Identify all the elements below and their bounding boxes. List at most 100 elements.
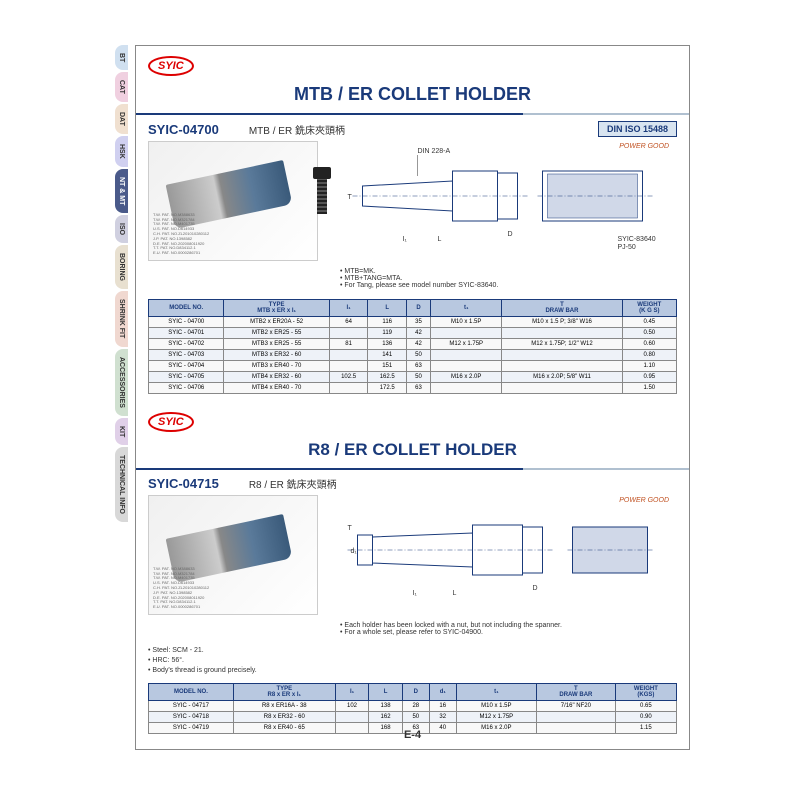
- table-cell: [335, 712, 369, 723]
- table-header: I₁: [329, 300, 368, 317]
- tab-ntmt[interactable]: NT & MT: [115, 169, 128, 213]
- tab-technicalinfo[interactable]: TECHNICAL INFO: [115, 447, 128, 522]
- table-cell: 42: [407, 339, 431, 350]
- table-cell: MTB4 x ER32 - 60: [224, 372, 329, 383]
- tab-cat[interactable]: CAT: [115, 72, 128, 102]
- power-logo2: POWER GOOD: [619, 497, 669, 504]
- table-cell: 162: [369, 712, 403, 723]
- catalog-page: SYIC MTB / ER COLLET HOLDER SYIC-04700 M…: [135, 45, 690, 750]
- table-cell: 0.95: [622, 372, 676, 383]
- table-cell: SYIC - 04700: [149, 317, 224, 328]
- material-row: • Steel: SCM - 21.• HRC: 56°.• Body's th…: [136, 642, 689, 679]
- table-header: t₁: [456, 684, 536, 701]
- section2-notes: • Each holder has been locked with a nut…: [328, 620, 677, 638]
- table-cell: SYIC - 04718: [149, 712, 234, 723]
- table-cell: SYIC - 04717: [149, 701, 234, 712]
- tab-bt[interactable]: BT: [115, 45, 128, 70]
- product1-diagram: POWER GOOD DIN 228-A SYIC-83640 PJ-50 I₁…: [328, 141, 677, 291]
- table2-header-row: MODEL NO.TYPER8 x ER x I₁I₁LDd₁t₁TDRAW B…: [149, 684, 677, 701]
- tab-iso[interactable]: ISO: [115, 215, 128, 243]
- svg-text:D: D: [533, 585, 538, 592]
- svg-text:T: T: [348, 525, 353, 532]
- table-cell: 151: [368, 361, 407, 372]
- side-tabs: BT CAT DAT HSK NT & MT ISO BORING SHRINK FIT ACC…: [115, 45, 137, 524]
- table-cell: M10 x 1.5P: [431, 317, 502, 328]
- table-cell: M10 x 1.5P: [456, 701, 536, 712]
- table-row: SYIC - 04701MTB2 x ER25 - 55119420.50: [149, 328, 677, 339]
- table-cell: M16 x 2.0P; 5/8" W11: [502, 372, 622, 383]
- tab-boring[interactable]: BORING: [115, 245, 128, 289]
- table-cell: SYIC - 04705: [149, 372, 224, 383]
- table-header: TDRAW BAR: [502, 300, 622, 317]
- table-cell: MTB2 x ER25 - 55: [224, 328, 329, 339]
- table-cell: [431, 350, 502, 361]
- table1: MODEL NO.TYPEMTB x ER x I₁I₁LDt₁TDRAW BA…: [148, 299, 677, 394]
- table-cell: [502, 350, 622, 361]
- product1-photo: T.W. PAT. NO.M388633T.W. PAT. NO.M321784…: [148, 141, 318, 261]
- tab-accessories[interactable]: ACCESSORIES: [115, 349, 128, 416]
- table-cell: R8 x ER16A - 38: [233, 701, 335, 712]
- tab-hsk[interactable]: HSK: [115, 136, 128, 167]
- table-cell: 81: [329, 339, 368, 350]
- table-cell: 136: [368, 339, 407, 350]
- table-row: SYIC - 04718R8 x ER32 - 601625032M12 x 1…: [149, 712, 677, 723]
- table-cell: 64: [329, 317, 368, 328]
- table-cell: 16: [429, 701, 456, 712]
- table-row: SYIC - 04703MTB3 x ER32 - 60141500.80: [149, 350, 677, 361]
- table-cell: MTB4 x ER40 - 70: [224, 383, 329, 394]
- table-header: TYPEMTB x ER x I₁: [224, 300, 329, 317]
- table-header: TYPER8 x ER x I₁: [233, 684, 335, 701]
- table-cell: 119: [368, 328, 407, 339]
- table-cell: 7/16" NF20: [536, 701, 615, 712]
- svg-text:D: D: [508, 231, 513, 238]
- patent-list1: T.W. PAT. NO.M388633T.W. PAT. NO.M321784…: [153, 213, 209, 256]
- svg-text:SYIC-83640: SYIC-83640: [618, 236, 656, 243]
- table-header: WEIGHT(KGS): [615, 684, 676, 701]
- table-cell: 1.10: [622, 361, 676, 372]
- table-cell: MTB3 x ER25 - 55: [224, 339, 329, 350]
- table-cell: [536, 712, 615, 723]
- section1-content: T.W. PAT. NO.M388633T.W. PAT. NO.M321784…: [136, 137, 689, 295]
- tab-shrinkfit[interactable]: SHRINK FIT: [115, 291, 128, 346]
- table-cell: 0.90: [615, 712, 676, 723]
- table-header: d₁: [429, 684, 456, 701]
- table-cell: MTB2 x ER20A - 52: [224, 317, 329, 328]
- product1-subtitle: MTB / ER 銑床夾頭柄: [249, 122, 345, 137]
- product2-code: SYIC-04715: [148, 476, 219, 491]
- table-header: L: [368, 300, 407, 317]
- table-cell: [431, 383, 502, 394]
- table-cell: SYIC - 04701: [149, 328, 224, 339]
- brand-logo2: SYIC: [148, 412, 194, 432]
- table-header: MODEL NO.: [149, 684, 234, 701]
- table-cell: 0.45: [622, 317, 676, 328]
- table-cell: 102: [335, 701, 369, 712]
- table-row: SYIC - 04717R8 x ER16A - 381021382816M10…: [149, 701, 677, 712]
- table-cell: 50: [402, 712, 429, 723]
- brand-logo: SYIC: [148, 56, 194, 76]
- product2-diagram: POWER GOOD I₁ L T d₁ D • Each holder has…: [328, 495, 677, 638]
- table-cell: 35: [407, 317, 431, 328]
- table-cell: 63: [407, 383, 431, 394]
- svg-text:L: L: [438, 236, 442, 243]
- tab-dat[interactable]: DAT: [115, 104, 128, 134]
- svg-text:d₁: d₁: [351, 548, 358, 555]
- page-number: E-4: [136, 729, 689, 741]
- tab-kit[interactable]: KIT: [115, 418, 128, 445]
- table-cell: 32: [429, 712, 456, 723]
- table-cell: 42: [407, 328, 431, 339]
- svg-text:I₁: I₁: [403, 236, 408, 243]
- table-row: SYIC - 04702MTB3 x ER25 - 558113642M12 x…: [149, 339, 677, 350]
- table-cell: R8 x ER32 - 60: [233, 712, 335, 723]
- table-header: I₁: [335, 684, 369, 701]
- table-cell: [329, 383, 368, 394]
- table-cell: 138: [369, 701, 403, 712]
- table-cell: 1.50: [622, 383, 676, 394]
- divider: [136, 113, 689, 115]
- table-cell: M16 x 2.0P: [431, 372, 502, 383]
- table-cell: MTB3 x ER32 - 60: [224, 350, 329, 361]
- table1-header-row: MODEL NO.TYPEMTB x ER x I₁I₁LDt₁TDRAW BA…: [149, 300, 677, 317]
- table-row: SYIC - 04704MTB3 x ER40 - 70151631.10: [149, 361, 677, 372]
- divider2: [136, 468, 689, 470]
- product1-code: SYIC-04700: [148, 122, 219, 137]
- din-ref-label: DIN 228-A: [418, 148, 451, 155]
